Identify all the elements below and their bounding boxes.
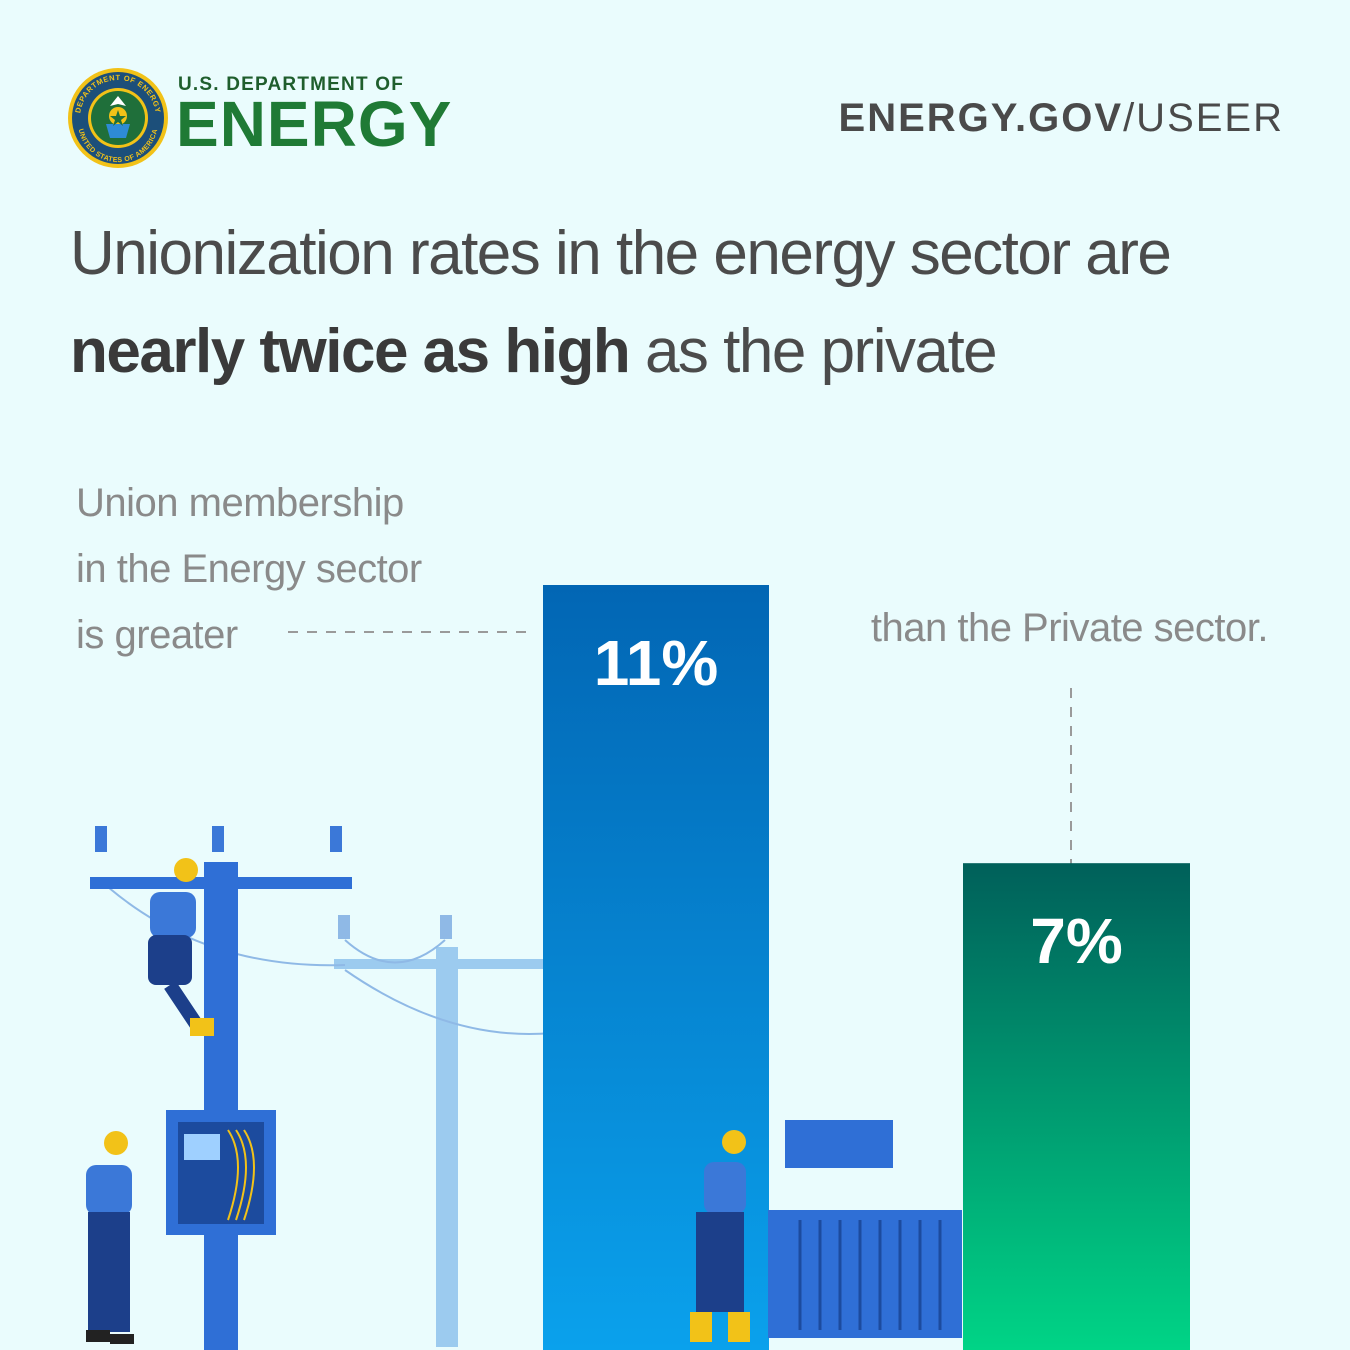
worker-illustration — [86, 826, 962, 1350]
bar-value-label: 7% — [1030, 905, 1123, 977]
page-title: Unionization rates in the energy sector … — [70, 205, 1300, 401]
energy-annotation-line-2: in the Energy sector — [76, 547, 422, 591]
title-rest: as the private — [629, 317, 998, 386]
site-url-path: /USEER — [1123, 96, 1284, 140]
bar-private-sector — [963, 863, 1190, 1350]
site-url-bold: ENERGY.GOV — [838, 96, 1124, 140]
energy-annotation: Union membership in the Energy sector is… — [76, 470, 422, 668]
bars: 11% 7% — [543, 585, 1190, 1350]
bar-value-label: 11% — [594, 627, 719, 699]
doe-logo[interactable]: DEPARTMENT OF ENERGY UNITED STATES OF AM… — [66, 66, 486, 168]
title-emphasis: nearly twice as high — [70, 317, 631, 386]
doe-seal-icon: DEPARTMENT OF ENERGY UNITED STATES OF AM… — [68, 68, 168, 168]
department-name: ENERGY — [176, 88, 453, 160]
private-annotation: than the Private sector. — [870, 606, 1269, 650]
title-line-2: nearly twice as high as the private — [70, 303, 1300, 401]
site-url[interactable]: ENERGY.GOV/USEER — [839, 96, 1284, 141]
energy-annotation-line-3: is greater — [76, 613, 238, 657]
department-label: U.S. DEPARTMENT OF — [178, 74, 405, 95]
title-line-1: Unionization rates in the energy sector … — [70, 219, 1172, 288]
energy-annotation-line-1: Union membership — [76, 481, 404, 525]
